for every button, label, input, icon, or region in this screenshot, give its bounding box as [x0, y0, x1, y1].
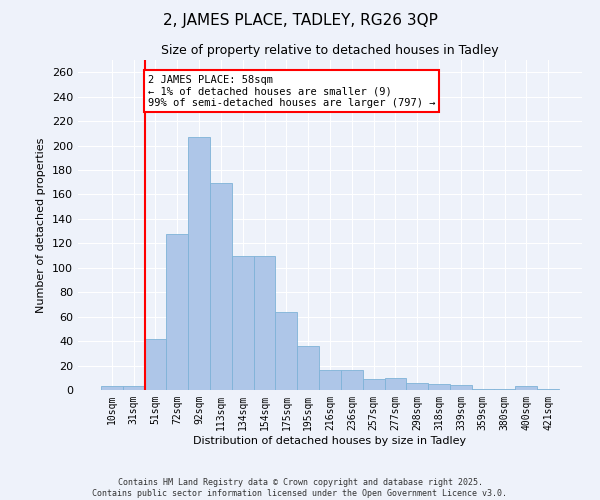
Bar	[385, 378, 406, 390]
Bar	[472, 389, 494, 390]
Bar	[123, 386, 145, 390]
Bar	[515, 386, 537, 390]
Bar	[254, 256, 275, 390]
Text: 2 JAMES PLACE: 58sqm
← 1% of detached houses are smaller (9)
99% of semi-detache: 2 JAMES PLACE: 58sqm ← 1% of detached ho…	[148, 74, 436, 108]
Bar	[297, 346, 319, 390]
Bar	[275, 312, 297, 390]
Y-axis label: Number of detached properties: Number of detached properties	[37, 138, 46, 312]
Title: Size of property relative to detached houses in Tadley: Size of property relative to detached ho…	[161, 44, 499, 58]
Bar	[341, 370, 363, 390]
Text: 2, JAMES PLACE, TADLEY, RG26 3QP: 2, JAMES PLACE, TADLEY, RG26 3QP	[163, 12, 437, 28]
Bar	[406, 382, 428, 390]
Bar	[210, 184, 232, 390]
Bar	[166, 234, 188, 390]
Bar	[428, 384, 450, 390]
Bar	[232, 256, 254, 390]
Bar	[145, 338, 166, 390]
Bar	[101, 386, 123, 390]
Text: Contains HM Land Registry data © Crown copyright and database right 2025.
Contai: Contains HM Land Registry data © Crown c…	[92, 478, 508, 498]
X-axis label: Distribution of detached houses by size in Tadley: Distribution of detached houses by size …	[193, 436, 467, 446]
Bar	[494, 389, 515, 390]
Bar	[188, 137, 210, 390]
Bar	[319, 370, 341, 390]
Bar	[450, 385, 472, 390]
Bar	[537, 389, 559, 390]
Bar	[363, 379, 385, 390]
